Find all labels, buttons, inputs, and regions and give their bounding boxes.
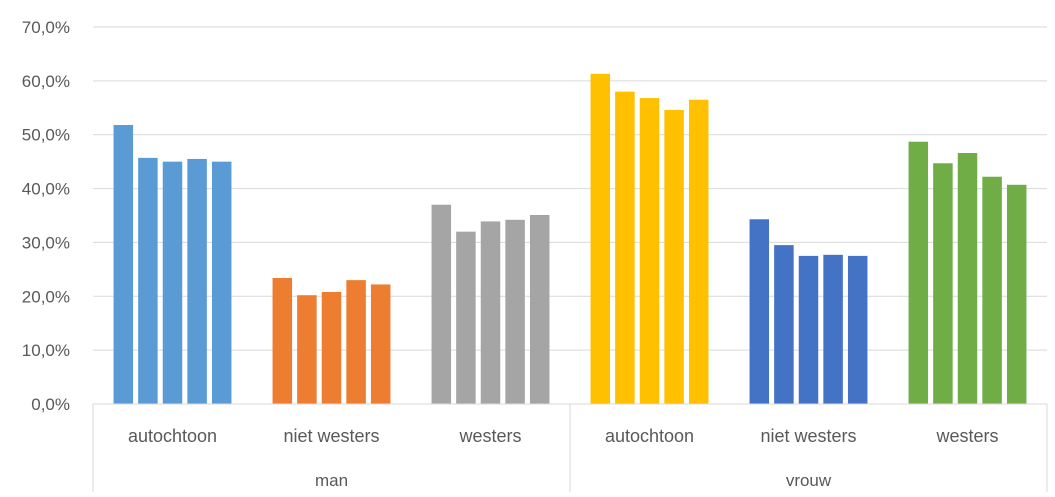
- bar: [211, 161, 232, 404]
- y-tick-label: 40,0%: [22, 180, 70, 199]
- bar: [798, 255, 819, 404]
- bar: [138, 157, 158, 404]
- bar: [187, 158, 207, 404]
- bar: [908, 141, 929, 405]
- bar: [346, 280, 366, 404]
- bar: [321, 291, 342, 404]
- bar: [370, 284, 391, 404]
- bar: [957, 153, 978, 404]
- x-category-label: westers: [935, 426, 998, 446]
- bar: [162, 161, 183, 404]
- x-group-label: man: [315, 471, 348, 490]
- bars: [113, 73, 1027, 405]
- bar: [774, 245, 794, 404]
- bar: [590, 73, 611, 404]
- y-tick-label: 70,0%: [22, 18, 70, 37]
- x-axis-labels: autochtoon niet westers westers man autochto…: [128, 426, 999, 490]
- bar: [933, 163, 953, 404]
- bar: [297, 295, 317, 404]
- bar: [823, 254, 843, 404]
- bar: [749, 219, 770, 404]
- x-category-label: autochtoon: [605, 426, 694, 446]
- bar: [456, 231, 476, 404]
- x-category-label: autochtoon: [128, 426, 217, 446]
- bar: [1006, 184, 1027, 404]
- bar: [615, 91, 635, 404]
- bar: [982, 176, 1002, 404]
- bar: [664, 109, 684, 404]
- bar: [113, 125, 134, 405]
- x-axis: [92, 403, 1048, 492]
- x-category-label: niet westers: [283, 426, 379, 446]
- bar: [480, 221, 501, 404]
- y-tick-label: 20,0%: [22, 287, 70, 306]
- y-tick-label: 10,0%: [22, 341, 70, 360]
- bar: [639, 98, 660, 404]
- y-tick-label: 0,0%: [31, 395, 70, 414]
- bar: [431, 204, 452, 404]
- bar: [272, 277, 293, 404]
- y-tick-label: 60,0%: [22, 72, 70, 91]
- bar: [847, 255, 868, 404]
- x-group-label: vrouw: [786, 471, 832, 490]
- y-tick-label: 30,0%: [22, 233, 70, 252]
- x-category-label: niet westers: [760, 426, 856, 446]
- y-tick-label: 50,0%: [22, 126, 70, 145]
- y-axis-ticks: 0,0% 10,0% 20,0% 30,0% 40,0% 50,0% 60,0% 70,0%: [22, 18, 70, 414]
- bar: [688, 99, 709, 404]
- bar: [505, 219, 525, 404]
- bar: [529, 214, 550, 404]
- x-category-label: westers: [458, 426, 521, 446]
- gridlines: [93, 26, 1047, 351]
